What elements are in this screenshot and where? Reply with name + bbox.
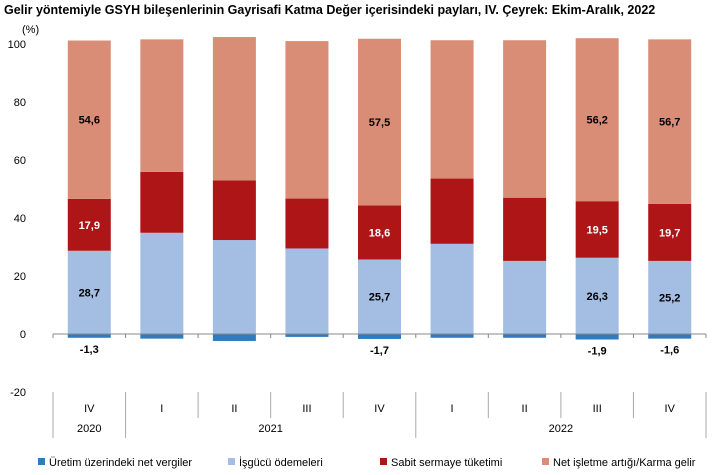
bar-segment — [285, 198, 329, 249]
x-tick-label: III — [593, 403, 602, 415]
bar-segment — [430, 40, 474, 179]
data-label: 19,5 — [586, 224, 607, 236]
bar-segment — [212, 240, 256, 334]
y-tick-label: 60 — [14, 155, 26, 167]
legend-label: Net işletme artığı/Karma gelir — [553, 457, 696, 469]
y-tick-label: 0 — [20, 329, 26, 341]
bar-segment — [430, 178, 474, 244]
data-label: 25,2 — [659, 292, 680, 304]
bar-segment — [503, 197, 547, 261]
x-tick-label: II — [231, 403, 237, 415]
bar-segment — [575, 201, 619, 258]
legend-label: İşgücü ödemeleri — [239, 456, 323, 469]
bar-segment — [358, 259, 401, 334]
data-label: -1,7 — [370, 345, 389, 357]
x-tick-label: IV — [665, 403, 676, 415]
bar-segment — [575, 257, 619, 334]
bar-segment — [358, 38, 401, 206]
data-label: 57,5 — [369, 117, 390, 129]
bar-segment — [575, 334, 619, 340]
bar-segment — [285, 248, 329, 334]
bar-segment — [285, 334, 329, 337]
bar-segment — [212, 180, 256, 241]
bar-segment — [503, 40, 547, 198]
chart-title: Gelir yöntemiyle GSYH bileşenlerinin Gay… — [4, 3, 656, 17]
y-axis-label: (%) — [22, 24, 39, 36]
data-label: 56,7 — [659, 117, 680, 129]
bar-segment — [575, 38, 619, 202]
legend-swatch — [380, 458, 387, 465]
bar-segment — [503, 260, 547, 334]
legend-swatch — [38, 458, 45, 465]
bar-segment — [212, 334, 256, 341]
bar-segment — [140, 171, 184, 233]
data-label: 25,7 — [369, 292, 390, 304]
bar-segment — [648, 39, 692, 204]
bar-segment — [358, 334, 401, 339]
bar-segment — [648, 203, 692, 261]
legend-swatch — [228, 458, 235, 465]
bar-segment — [140, 232, 184, 334]
legend-swatch — [542, 458, 549, 465]
legend-label: Üretim üzerindeki net vergiler — [49, 457, 192, 469]
bar-segment — [430, 334, 474, 338]
bar-segment — [67, 250, 111, 334]
data-label: -1,9 — [588, 346, 607, 358]
data-label: 56,2 — [586, 115, 607, 127]
x-tick-label: IV — [84, 403, 95, 415]
bar-segment — [285, 41, 329, 199]
data-label: 26,3 — [586, 291, 607, 303]
x-tick-label: I — [451, 403, 454, 415]
data-label: 54,6 — [79, 115, 100, 127]
bar-segment — [648, 334, 692, 339]
year-label: 2020 — [77, 423, 101, 435]
bar-segment — [503, 334, 547, 338]
data-label: -1,6 — [660, 345, 679, 357]
bar-segment — [67, 334, 111, 338]
bar-segment — [212, 37, 256, 181]
year-label: 2022 — [549, 423, 573, 435]
data-label: 17,9 — [79, 220, 100, 232]
data-label: 18,6 — [369, 228, 390, 240]
bar-segment — [67, 198, 111, 251]
year-label: 2021 — [258, 423, 282, 435]
y-tick-label: 20 — [14, 271, 26, 283]
bar-segment — [140, 334, 184, 339]
bar-segment — [358, 205, 401, 260]
bar-segment — [140, 39, 184, 172]
y-tick-label: -20 — [10, 387, 26, 399]
bar-segment — [430, 243, 474, 334]
x-tick-label: IV — [374, 403, 385, 415]
y-tick-label: 100 — [8, 39, 26, 51]
bar-segment — [67, 40, 111, 199]
x-tick-label: I — [160, 403, 163, 415]
bar-segment — [648, 260, 692, 334]
data-label: 19,7 — [659, 227, 680, 239]
y-tick-label: 80 — [14, 97, 26, 109]
data-label: -1,3 — [80, 344, 99, 356]
x-tick-label: III — [302, 403, 311, 415]
data-label: 28,7 — [79, 287, 100, 299]
legend-label: Sabit sermaye tüketimi — [391, 457, 502, 469]
x-tick-label: II — [522, 403, 528, 415]
y-tick-label: 40 — [14, 213, 26, 225]
